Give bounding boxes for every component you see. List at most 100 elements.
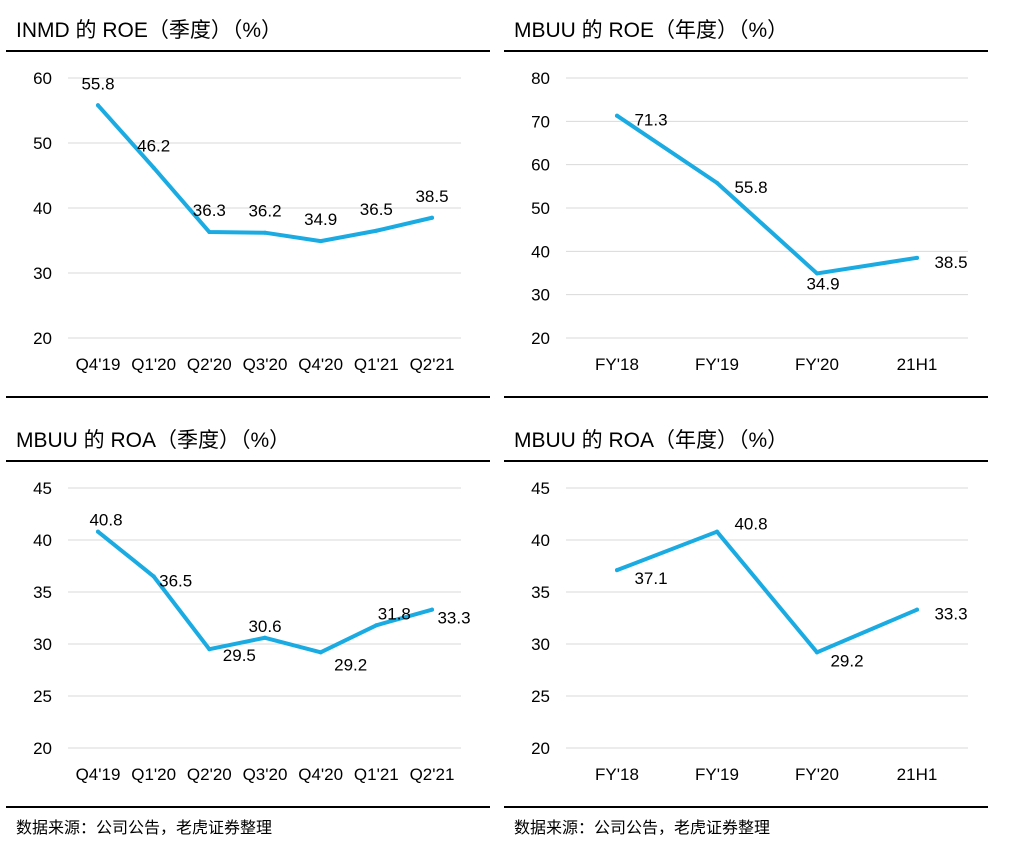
y-tick-label: 50 [33,134,52,153]
data-label: 40.8 [734,515,767,534]
y-tick-label: 60 [531,156,550,175]
data-point [374,228,379,233]
line-chart: 20 25 30 35 40 45 FY'18 FY'19 FY'20 21H1 37.1 40.8 2… [531,479,968,784]
data-label: 71.3 [634,111,667,130]
title-rule [504,50,988,52]
chart-panel-inmd-roe-quarterly: INMD 的 ROE（季度）（%） 20 30 40 50 60 Q4'19 Q1'20 Q2… [6,0,490,398]
y-tick-label: 20 [33,739,52,758]
data-point [318,650,323,655]
data-label: 34.9 [304,210,337,229]
x-tick-label: Q2'21 [410,355,455,374]
chart-title: MBUU 的 ROA（季度）（%） [16,429,291,452]
y-tick-label: 60 [33,69,52,88]
x-tick-label: Q3'20 [243,765,288,784]
x-tick-label: FY'20 [795,355,839,374]
data-label: 33.3 [437,609,470,628]
y-tick-label: 30 [33,264,52,283]
x-tick-label: Q3'20 [243,355,288,374]
line-chart: 20 30 40 50 60 70 80 FY'18 FY'19 FY'20 21H1 71.3 55.… [531,69,968,374]
data-label: 36.5 [159,571,192,590]
chart-title: INMD 的 ROE（季度）（%） [16,19,283,42]
data-label: 36.2 [248,202,281,221]
data-label: 33.3 [934,605,967,624]
chart-title: MBUU 的 ROE（年度）（%） [514,19,789,42]
data-point [207,647,212,652]
x-tick-label: Q4'19 [76,355,121,374]
x-tick-label: Q4'20 [298,355,343,374]
y-tick-label: 25 [33,687,52,706]
x-tick-label: FY'20 [795,765,839,784]
data-point [96,103,100,108]
data-point [715,180,719,185]
chart-panel-mbuu-roe-annual: MBUU 的 ROE（年度）（%） 20 30 40 50 60 70 80 FY'18 FY'… [504,0,988,398]
data-point [815,271,819,276]
data-label: 37.1 [634,569,667,588]
data-point [915,607,919,612]
y-tick-label: 20 [33,329,52,348]
y-tick-label: 45 [33,479,52,498]
data-label: 34.9 [806,274,839,293]
series-line [615,529,919,655]
x-tick-label: Q2'21 [410,765,455,784]
x-tick-label: Q1'21 [354,765,399,784]
data-label: 36.5 [360,200,393,219]
source-note: 数据来源：公司公告，老虎证券整理 [514,820,771,837]
x-tick-label: 21H1 [897,765,938,784]
data-label: 30.6 [248,617,281,636]
line-chart: 20 30 40 50 60 Q4'19 Q1'20 Q2'20 Q3'20 Q4'20 Q1'21… [33,69,461,374]
y-tick-label: 20 [531,329,550,348]
data-point [207,230,212,235]
data-label: 29.2 [830,651,863,670]
y-tick-label: 20 [531,739,550,758]
data-label: 55.8 [734,178,767,197]
line-chart: 20 25 30 35 40 45 Q4'19 Q1'20 Q2'20 Q3'20 Q4'20 Q1'… [33,479,470,784]
data-point [430,215,434,220]
data-point [96,529,100,534]
x-tick-label: FY'19 [695,765,739,784]
x-tick-label: FY'18 [595,765,639,784]
x-tick-label: Q2'20 [187,355,232,374]
x-tick-label: Q4'19 [76,765,121,784]
data-point [915,255,919,260]
data-point [263,230,267,235]
y-tick-label: 40 [531,531,550,550]
chart-panel-mbuu-roa-annual: MBUU 的 ROA（年度）（%） 20 25 30 35 40 45 FY'18 FY'19… [504,410,988,808]
data-label: 46.2 [137,137,170,156]
y-tick-label: 40 [33,199,52,218]
y-tick-label: 80 [531,69,550,88]
data-point [615,113,619,118]
y-tick-label: 40 [33,531,52,550]
chart-panel-mbuu-roa-quarterly: MBUU 的 ROA（季度）（%） 20 25 30 35 40 45 Q4'19 Q1'20… [6,410,490,808]
title-rule [6,460,490,462]
x-tick-label: FY'18 [595,355,639,374]
y-tick-label: 45 [531,479,550,498]
bottom-rule [6,396,490,398]
y-tick-label: 35 [33,583,52,602]
series-line [96,103,434,244]
y-tick-label: 50 [531,199,550,218]
y-tick-label: 35 [531,583,550,602]
x-tick-label: FY'19 [695,355,739,374]
y-tick-label: 25 [531,687,550,706]
data-label: 55.8 [81,74,114,93]
title-rule [6,50,490,52]
y-tick-label: 30 [531,286,550,305]
x-tick-label: Q1'20 [131,765,176,784]
data-point [615,568,619,573]
x-tick-label: 21H1 [897,355,938,374]
data-point [815,650,819,655]
data-label: 38.5 [415,187,448,206]
series-line [615,113,919,276]
y-tick-label: 30 [33,635,52,654]
y-tick-label: 40 [531,242,550,261]
data-label: 31.8 [378,604,411,623]
source-note: 数据来源：公司公告，老虎证券整理 [16,820,273,837]
chart-title: MBUU 的 ROA（年度）（%） [514,429,789,452]
y-tick-label: 70 [531,112,550,131]
x-tick-label: Q1'20 [131,355,176,374]
bottom-rule [6,806,490,808]
data-point [374,623,379,628]
data-label: 29.2 [334,655,367,674]
data-label: 38.5 [934,253,967,272]
data-point [151,165,156,170]
